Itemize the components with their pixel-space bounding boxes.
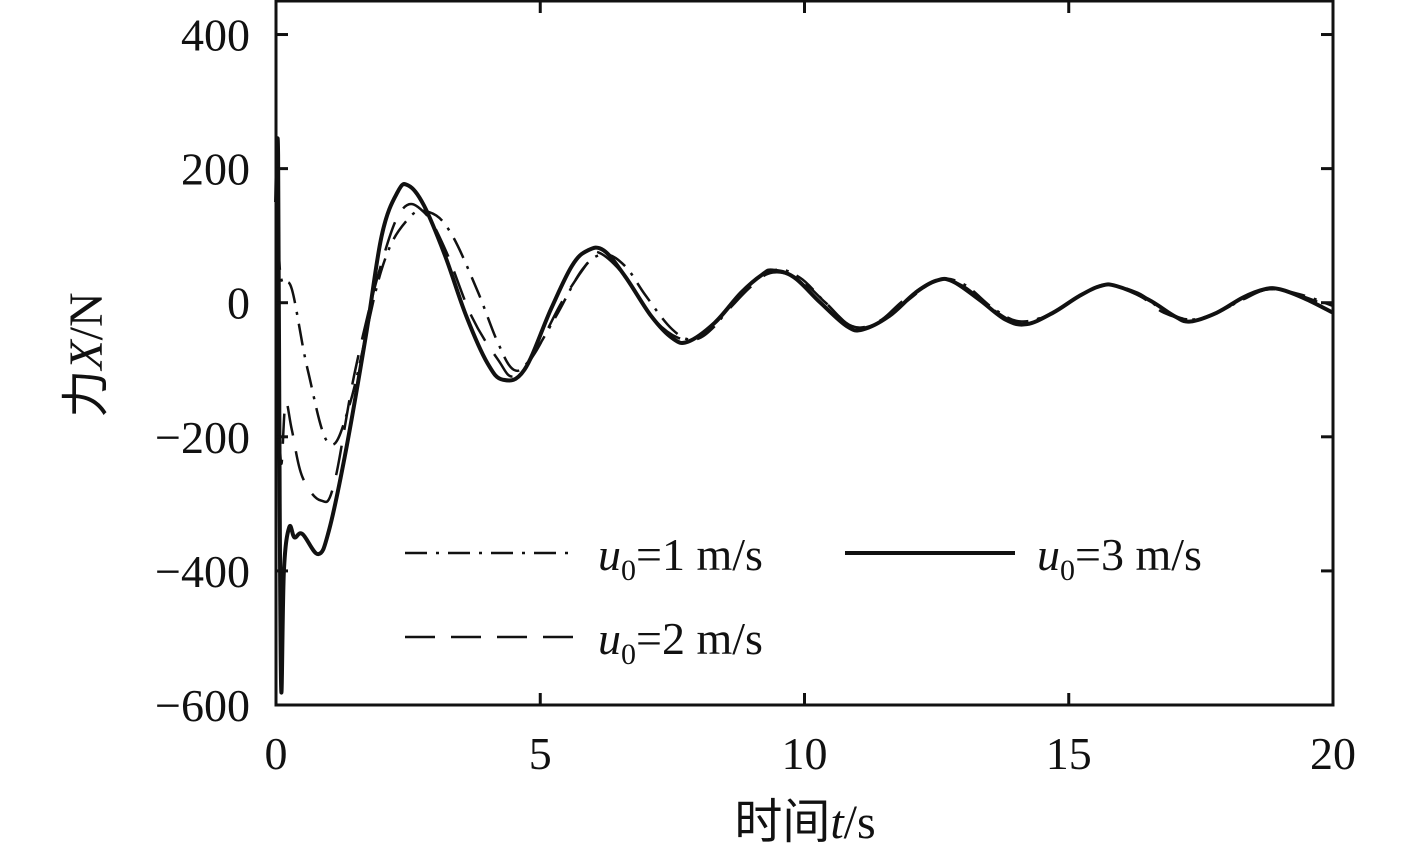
y-axis-title-unit: /N: [60, 292, 113, 340]
legend-rest-u0-3: =3 m/s: [1075, 529, 1202, 580]
legend-rest-u0-1: =1 m/s: [636, 529, 763, 580]
series-line-2: [274, 161, 1334, 504]
x-axis-title-unit: /s: [844, 796, 876, 849]
ticks-layer: 0 5 10 15 20 −600 −400 −200 0 200 400: [155, 1, 1356, 779]
y-tick-label-3: 0: [227, 278, 250, 329]
x-axis-title-prefix: 时间: [734, 796, 830, 849]
x-axis-title: 时间t/s: [734, 796, 875, 849]
y-tick-label-0: −600: [155, 680, 250, 731]
y-tick-label-4: 200: [181, 144, 250, 195]
y-axis-title: 力X/N: [60, 292, 113, 417]
x-tick-label-4: 20: [1310, 728, 1356, 779]
x-tick-label-1: 5: [529, 728, 552, 779]
x-axis-title-var: t: [830, 796, 845, 849]
legend-sub-u0-3: 0: [1060, 554, 1075, 587]
y-tick-label-1: −400: [155, 546, 250, 597]
y-axis-title-var: X: [60, 339, 113, 372]
legend-label-u0-3: u0=3 m/s: [1037, 529, 1202, 587]
legend-var-u0-2: u: [598, 613, 621, 664]
x-tick-label-3: 15: [1046, 728, 1092, 779]
series-line-3: [274, 136, 1334, 695]
plot-frame: [274, 0, 1335, 707]
y-tick-label-5: 400: [181, 10, 250, 61]
series-layer: [274, 136, 1334, 695]
legend-sub-u0-1: 0: [621, 554, 636, 587]
legend-label-u0-2: u0=2 m/s: [598, 613, 763, 671]
series-line-1: [274, 161, 1334, 447]
y-axis-title-prefix: 力: [60, 370, 113, 418]
legend-var-u0-3: u: [1037, 529, 1060, 580]
y-tick-label-2: −200: [155, 412, 250, 463]
legend-var-u0-1: u: [598, 529, 621, 580]
legend-sub-u0-2: 0: [621, 638, 636, 671]
legend-rest-u0-2: =2 m/s: [636, 613, 763, 664]
x-tick-label-0: 0: [265, 728, 288, 779]
legend-label-u0-1: u0=1 m/s: [598, 529, 763, 587]
legend: u0=1 m/s u0=3 m/s u0=2 m/s: [405, 529, 1202, 671]
x-tick-label-2: 10: [782, 728, 828, 779]
